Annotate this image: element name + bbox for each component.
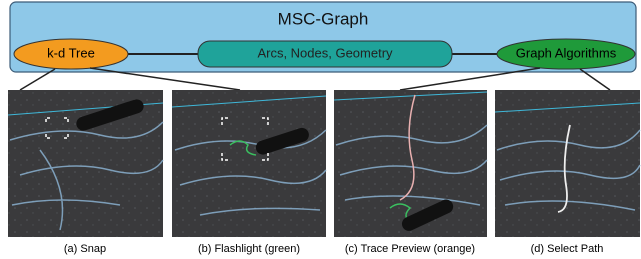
figure: MSC-Graph k-d Tree Arcs, Nodes, Geometry… [0,0,641,259]
panel-d [495,90,640,237]
title: MSC-Graph [278,9,369,28]
caption: (c) Trace Preview (orange) [345,243,475,255]
panel-b [172,90,326,237]
caption: (d) Select Path [531,243,604,255]
node-label: Arcs, Nodes, Geometry [257,45,393,60]
node-label: k-d Tree [47,45,95,60]
caption: (a) Snap [64,243,106,255]
node-label: Graph Algorithms [516,45,617,60]
panel-a [8,90,163,237]
caption: (b) Flashlight (green) [198,243,300,255]
page: MSC-Graph k-d Tree Arcs, Nodes, Geometry… [0,0,641,259]
panel-c [334,90,487,237]
